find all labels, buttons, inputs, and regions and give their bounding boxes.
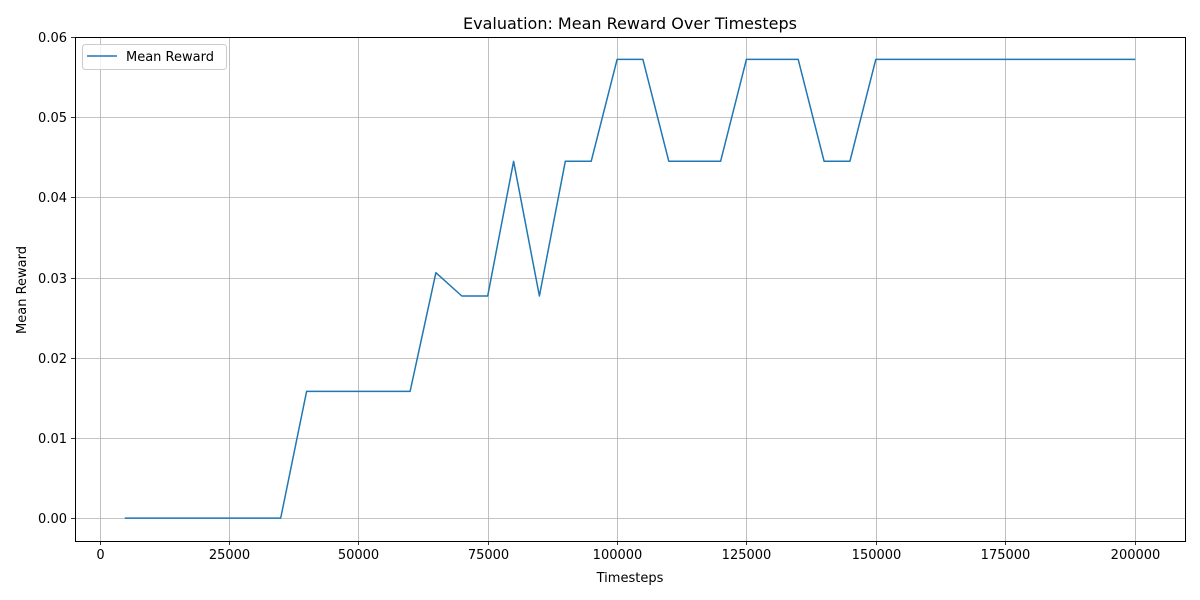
x-axis: 0 25000 50000 75000 100000 125000 150000 175000…	[96, 541, 1160, 563]
x-tick-label: 150000	[852, 548, 902, 563]
x-tick-label: 175000	[981, 548, 1031, 563]
series-layer	[124, 58, 1136, 519]
legend-box	[82, 44, 227, 70]
grid-lines	[75, 37, 1185, 541]
y-tick-label: 0.01	[38, 432, 67, 447]
y-axis-label: Mean Reward	[15, 246, 30, 334]
series-line-mean-reward	[124, 58, 1136, 519]
x-tick-label: 0	[96, 548, 104, 563]
x-axis-label: Timesteps	[596, 571, 664, 586]
x-tick-label: 50000	[338, 548, 379, 563]
y-tick-label: 0.02	[38, 352, 67, 367]
x-tick-label: 100000	[593, 548, 643, 563]
chart-title: Evaluation: Mean Reward Over Timesteps	[463, 14, 797, 33]
y-tick-label: 0.04	[38, 191, 67, 206]
x-tick-label: 125000	[722, 548, 772, 563]
legend: Mean Reward	[82, 44, 227, 70]
y-tick-label: 0.06	[38, 31, 67, 46]
x-tick-label: 25000	[209, 548, 250, 563]
x-tick-label: 200000	[1111, 548, 1161, 563]
plot-frame	[75, 37, 1186, 542]
y-tick-label: 0.05	[38, 111, 67, 126]
y-tick-label: 0.00	[38, 512, 67, 527]
y-axis: 0.00 0.01 0.02 0.03 0.04 0.05 0.06	[38, 31, 75, 527]
x-tick-label: 75000	[468, 548, 509, 563]
legend-label: Mean Reward	[126, 50, 214, 65]
y-tick-label: 0.03	[38, 272, 67, 287]
